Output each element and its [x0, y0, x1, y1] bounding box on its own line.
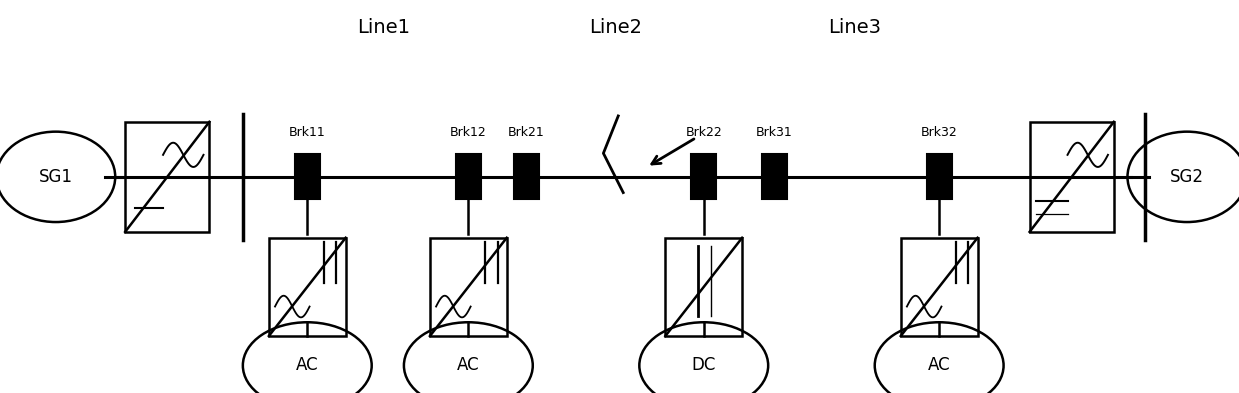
Bar	[927, 154, 952, 199]
Text: Brk22: Brk22	[685, 126, 722, 139]
Bar	[295, 154, 320, 199]
Text: Brk32: Brk32	[921, 126, 958, 139]
Bar	[514, 154, 539, 199]
Text: Brk12: Brk12	[450, 126, 487, 139]
Text: Line3: Line3	[829, 18, 881, 37]
Bar	[269, 238, 346, 336]
Text: Brk21: Brk21	[508, 126, 545, 139]
Text: AC: AC	[928, 356, 950, 375]
Text: SG2: SG2	[1170, 168, 1204, 186]
Text: AC: AC	[457, 356, 479, 375]
Text: Line1: Line1	[358, 18, 410, 37]
Text: SG1: SG1	[38, 168, 73, 186]
Bar	[456, 154, 481, 199]
Text: Line2: Line2	[590, 18, 642, 37]
Bar	[430, 238, 507, 336]
Bar	[691, 154, 716, 199]
Bar	[901, 238, 978, 336]
Text: DC: DC	[691, 356, 716, 375]
Bar	[1030, 122, 1114, 232]
Bar	[125, 122, 209, 232]
Text: Brk31: Brk31	[756, 126, 793, 139]
Bar	[665, 238, 742, 336]
Text: Brk11: Brk11	[289, 126, 326, 139]
Bar	[762, 154, 787, 199]
Text: AC: AC	[296, 356, 318, 375]
